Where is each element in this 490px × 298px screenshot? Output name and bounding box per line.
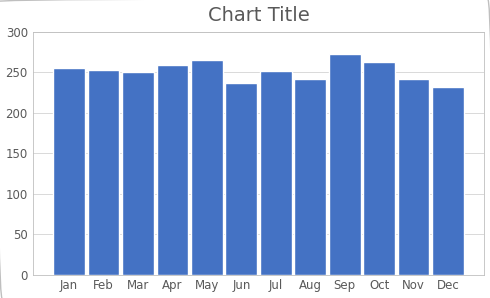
Bar: [122, 72, 154, 274]
Bar: [432, 87, 464, 274]
Bar: [225, 83, 257, 274]
Bar: [191, 60, 223, 274]
Bar: [398, 80, 429, 274]
Title: Chart Title: Chart Title: [208, 6, 309, 24]
Bar: [88, 70, 120, 274]
Bar: [294, 80, 326, 274]
Bar: [260, 71, 292, 274]
Bar: [363, 62, 395, 274]
Bar: [157, 65, 188, 274]
Bar: [329, 54, 361, 274]
Bar: [53, 68, 85, 274]
